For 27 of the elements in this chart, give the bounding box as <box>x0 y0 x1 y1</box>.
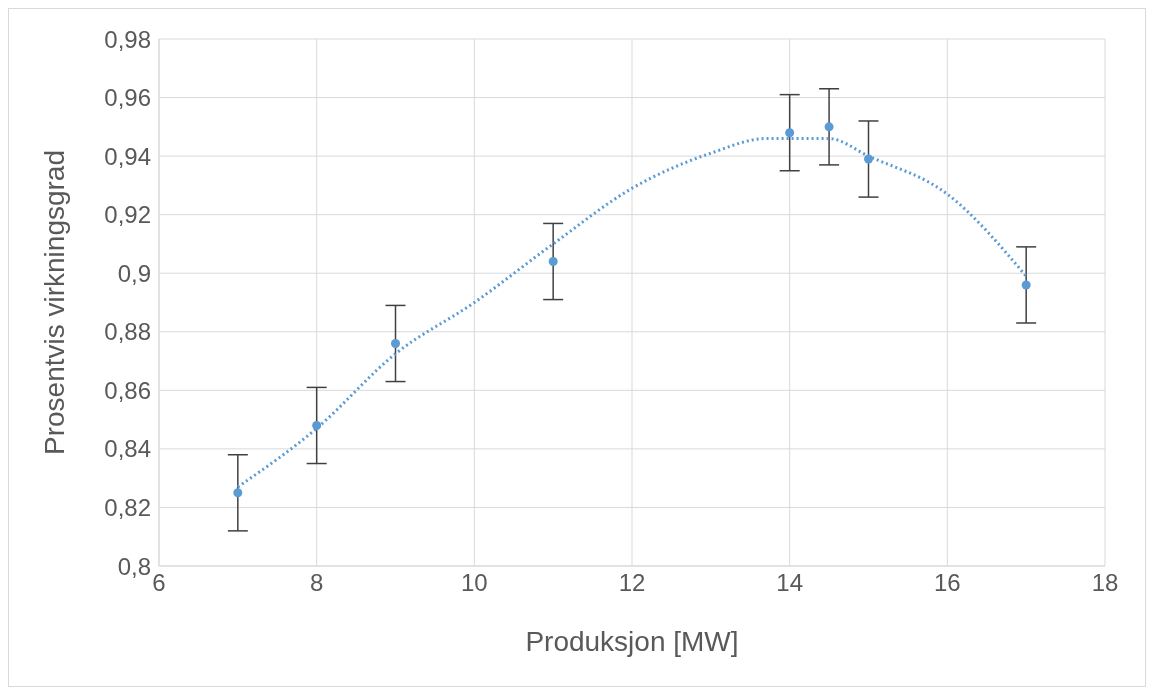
y-tick-label: 0,82 <box>104 493 151 521</box>
x-tick-label: 6 <box>152 569 166 597</box>
x-tick-label: 10 <box>460 569 488 597</box>
y-tick-label: 0,98 <box>104 25 151 53</box>
x-tick-label: 16 <box>933 569 961 597</box>
point <box>1021 280 1031 290</box>
point <box>824 122 834 132</box>
point <box>863 154 874 164</box>
y-tick-label: 0,8 <box>117 552 151 580</box>
point <box>233 488 243 498</box>
x-tick-label: 18 <box>1091 569 1119 597</box>
y-tick-label: 0,84 <box>104 435 151 463</box>
y-axis-title: Prosentvis virkningsgrad <box>38 149 70 456</box>
point <box>785 128 795 138</box>
y-tick-label: 0,94 <box>104 142 151 170</box>
x-tick-label: 12 <box>618 569 646 597</box>
point <box>390 338 401 348</box>
y-tick-label: 0,9 <box>117 259 151 287</box>
point <box>548 257 558 267</box>
x-tick-label: 14 <box>776 569 804 597</box>
y-tick-label: 0,88 <box>104 318 151 346</box>
x-axis-title: Produksjon [MW] <box>525 626 739 657</box>
x-tick-label: 8 <box>309 569 324 597</box>
y-tick-label: 0,86 <box>104 376 151 404</box>
y-tick-label: 0,96 <box>104 84 151 112</box>
point <box>312 420 322 430</box>
y-tick-label: 0,92 <box>104 201 151 229</box>
